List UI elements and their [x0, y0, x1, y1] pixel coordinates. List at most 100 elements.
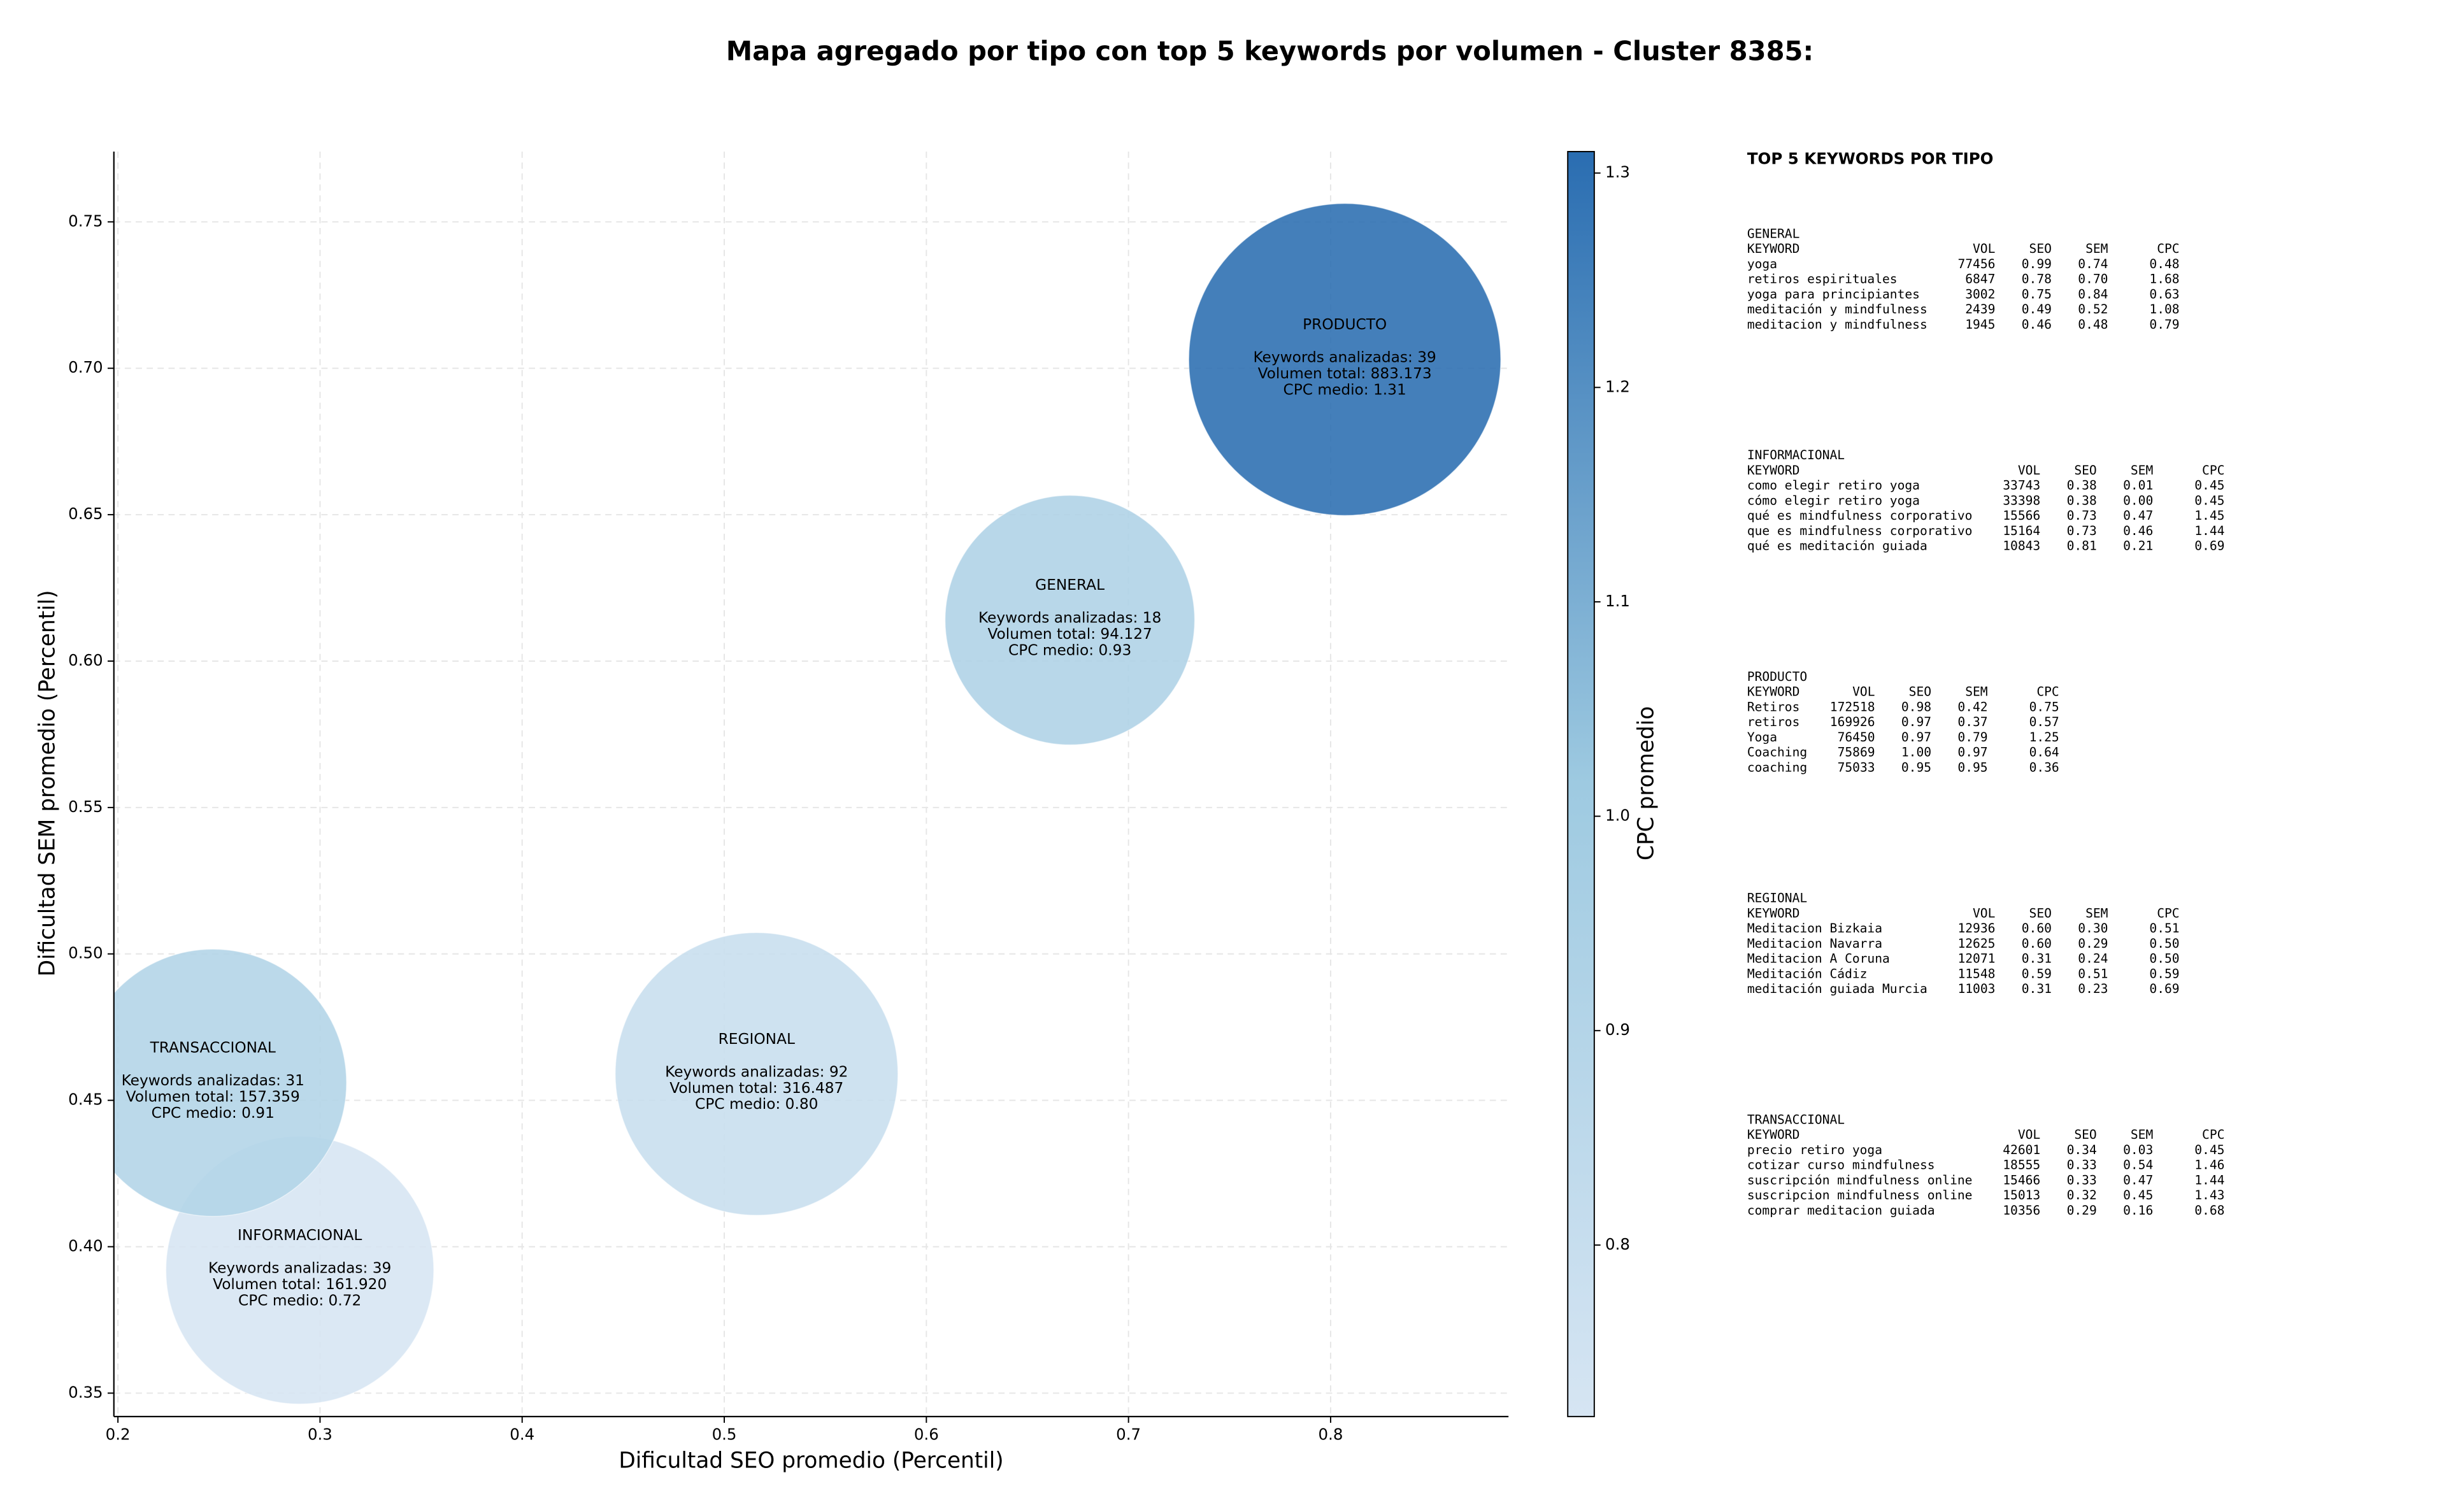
table-header: SEO [1909, 685, 1931, 699]
colorbar-tick-label: 1.3 [1605, 163, 1630, 182]
table-cell: 12625 [1957, 936, 1995, 951]
bubble-annotation: Keywords analizadas: 31 [122, 1072, 304, 1089]
table-cell: 33398 [2003, 493, 2040, 508]
bubble-name: TRANSACCIONAL [150, 1039, 276, 1057]
group-name: REGIONAL [1747, 891, 1807, 906]
table-cell: 33743 [2003, 478, 2040, 493]
table-cell: 0.69 [2194, 539, 2224, 553]
table-cell: 0.60 [2022, 936, 2052, 951]
table-cell: 10356 [2003, 1203, 2040, 1218]
bubble-annotation: CPC medio: 0.93 [1008, 642, 1131, 659]
table-cell: 15466 [2003, 1173, 2040, 1187]
table-cell: 1.68 [2149, 272, 2179, 287]
group-name: TRANSACCIONAL [1747, 1112, 1845, 1127]
table-cell: 0.34 [2067, 1143, 2097, 1157]
table-cell: 0.68 [2194, 1203, 2224, 1218]
table-cell: 11003 [1957, 981, 1995, 996]
bubble-annotation: Volumen total: 161.920 [213, 1276, 387, 1293]
table-header: SEM [2085, 241, 2108, 256]
table-cell: 0.78 [2022, 272, 2052, 287]
table-cell: 0.46 [2022, 317, 2052, 332]
table-header: VOL [1973, 906, 1995, 920]
x-tick-label: 0.8 [1318, 1425, 1343, 1444]
table-cell: 3002 [1965, 287, 1995, 301]
table-cell: 0.37 [1957, 715, 1987, 729]
table-cell: 0.81 [2067, 539, 2097, 553]
table-cell: 0.50 [2149, 936, 2179, 951]
table-cell: 0.33 [2067, 1173, 2097, 1187]
table-header: KEYWORD [1747, 1127, 1800, 1142]
table-cell: 11548 [1957, 966, 1995, 981]
table-cell: 1.44 [2194, 1173, 2224, 1187]
table-cell: Meditacion A Coruna [1747, 952, 1890, 966]
table-cell: 0.30 [2078, 921, 2108, 936]
table-header: VOL [1852, 685, 1875, 699]
table-cell: 0.38 [2067, 478, 2097, 493]
table-header: SEM [2131, 1127, 2153, 1142]
table-cell: 0.42 [1957, 699, 1987, 714]
table-cell: 75869 [1838, 745, 1875, 760]
table-cell: 0.45 [2194, 478, 2224, 493]
table-cell: 0.24 [2078, 952, 2108, 966]
table-cell: 15566 [2003, 508, 2040, 523]
table-header: KEYWORD [1747, 685, 1800, 699]
table-cell: 0.57 [2029, 715, 2059, 729]
table-cell: meditacion y mindfulness [1747, 317, 1927, 332]
colorbar [1567, 151, 1595, 1418]
table-cell: 12936 [1957, 921, 1995, 936]
axes: 0.2 0.3 0.4 0.5 0.6 0.7 0.8 0.35 0.40 0.45 0.50 0.5… [68, 151, 1630, 1444]
x-tick-label: 0.3 [308, 1425, 333, 1444]
table-cell: 15013 [2003, 1188, 2040, 1202]
table-cell: 0.45 [2123, 1188, 2153, 1202]
x-tick-label: 0.7 [1116, 1425, 1141, 1444]
table-cell: 0.21 [2123, 539, 2153, 553]
table-header: CPC [2202, 463, 2224, 478]
y-tick-label: 0.75 [68, 211, 103, 230]
bubble-annotation: Volumen total: 883.173 [1258, 365, 1432, 382]
table-cell: Meditacion Bizkaia [1747, 921, 1882, 936]
table-cell: 18555 [2003, 1158, 2040, 1173]
table-cell: cómo elegir retiro yoga [1747, 493, 1920, 508]
table-cell: yoga para principiantes [1747, 287, 1920, 301]
table-header: KEYWORD [1747, 463, 1800, 478]
table-cell: 0.59 [2022, 966, 2052, 981]
table-cell: 1.43 [2194, 1188, 2224, 1202]
table-cell: yoga [1747, 257, 1777, 271]
table-header: CPC [2036, 685, 2059, 699]
table-cell: Meditacion Navarra [1747, 936, 1882, 951]
table-cell: 0.97 [1957, 745, 1987, 760]
table-cell: 0.31 [2022, 981, 2052, 996]
table-header: SEO [2074, 463, 2096, 478]
bubble [944, 494, 1196, 746]
y-tick-label: 0.65 [68, 504, 103, 523]
y-tick-label: 0.55 [68, 797, 103, 816]
table-cell: 10843 [2003, 539, 2040, 553]
table-cell: 0.36 [2029, 760, 2059, 774]
table-cell: 1.25 [2029, 730, 2059, 745]
bubble-annotation: Volumen total: 94.127 [987, 625, 1152, 643]
table-cell: 0.45 [2194, 493, 2224, 508]
table-cell: suscripcion mindfulness online [1747, 1188, 1973, 1202]
y-tick-label: 0.70 [68, 358, 103, 376]
bubble-annotation: CPC medio: 0.91 [152, 1104, 275, 1122]
table-cell: 0.75 [2022, 287, 2052, 301]
bubble-annotation: CPC medio: 0.80 [695, 1095, 818, 1113]
table-header: KEYWORD [1747, 241, 1800, 256]
table-cell: 0.84 [2078, 287, 2108, 301]
table-cell: 0.97 [1901, 715, 1931, 729]
colorbar-label: CPC promedio [1634, 706, 1659, 860]
table-cell: coaching [1747, 760, 1807, 774]
table-cell: 0.23 [2078, 981, 2108, 996]
table-header: VOL [2018, 1127, 2040, 1142]
table-cell: 0.01 [2123, 478, 2153, 493]
table-cell: 0.48 [2078, 317, 2108, 332]
colorbar-tick-label: 1.0 [1605, 806, 1630, 825]
table-cell: 0.16 [2123, 1203, 2153, 1218]
table-header: SEO [2029, 241, 2052, 256]
table-header: CPC [2157, 906, 2179, 920]
table-cell: 0.32 [2067, 1188, 2097, 1202]
table-cell: 0.95 [1957, 760, 1987, 774]
